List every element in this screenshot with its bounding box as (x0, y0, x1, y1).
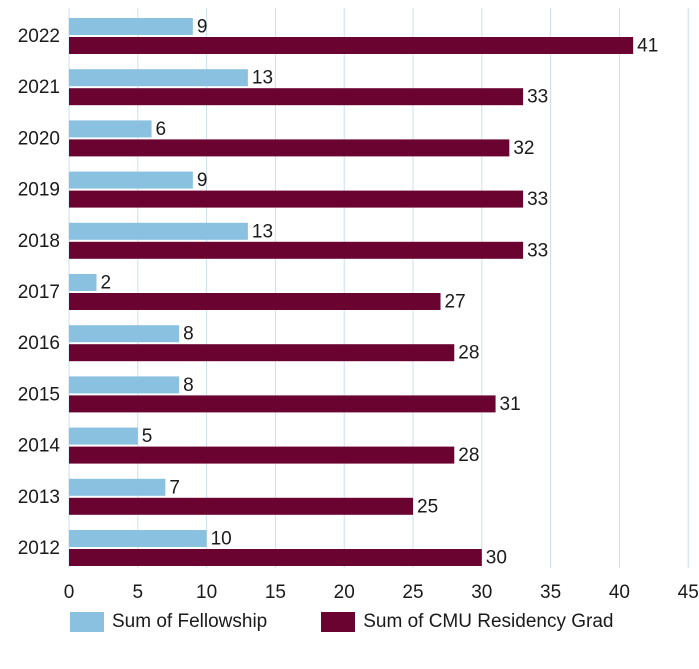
legend-label-cmu-residency-grad: Sum of CMU Residency Grad (363, 611, 614, 632)
x-tick-label: 10 (196, 582, 217, 603)
y-category-label: 2018 (18, 231, 60, 252)
x-tick-label: 20 (334, 582, 355, 603)
data-label: 32 (513, 138, 534, 159)
x-tick-label: 45 (678, 582, 699, 603)
legend: Sum of Fellowship Sum of CMU Residency G… (70, 611, 613, 633)
y-category-label: 2019 (18, 180, 60, 201)
data-label: 28 (458, 445, 479, 466)
bar-cmu-residency-grad-2017 (69, 293, 441, 310)
y-category-label: 2020 (18, 128, 60, 149)
y-category-label: 2017 (18, 282, 60, 303)
bar-fellowship-2019 (69, 171, 193, 189)
legend-swatch-cmu-residency-grad (321, 612, 356, 632)
data-label: 30 (486, 548, 507, 569)
y-category-label: 2013 (18, 487, 60, 508)
x-tick-label: 25 (402, 582, 423, 603)
bar-cmu-residency-grad-2016 (69, 344, 455, 362)
bar-cmu-residency-grad-2015 (69, 395, 496, 413)
data-label: 33 (527, 189, 548, 210)
data-label: 2 (101, 273, 112, 294)
y-category-label: 2012 (18, 538, 60, 559)
bar-fellowship-2012 (69, 530, 207, 547)
bar-fellowship-2021 (69, 69, 248, 87)
x-tick-label: 5 (133, 582, 144, 603)
x-tick-label: 40 (609, 582, 630, 603)
data-label: 7 (169, 477, 180, 498)
bar-layer (69, 18, 634, 566)
x-tick-label: 15 (265, 582, 286, 603)
data-label: 8 (183, 375, 194, 396)
y-category-label: 2022 (18, 26, 60, 47)
data-label: 13 (252, 221, 273, 242)
data-label: 27 (445, 292, 466, 313)
bar-fellowship-2017 (69, 274, 97, 291)
data-label: 10 (211, 529, 232, 550)
x-tick-label: 30 (471, 582, 492, 603)
data-label: 9 (197, 17, 208, 38)
bar-cmu-residency-grad-2013 (69, 497, 413, 515)
bar-cmu-residency-grad-2018 (69, 241, 524, 259)
bar-fellowship-2013 (69, 478, 166, 496)
data-label: 8 (183, 324, 194, 345)
y-category-label: 2014 (18, 436, 61, 457)
bar-fellowship-2018 (69, 222, 248, 240)
data-label: 41 (637, 36, 658, 57)
legend-label-fellowship: Sum of Fellowship (112, 611, 268, 632)
data-label: 5 (142, 426, 153, 447)
x-tick-label: 35 (540, 582, 561, 603)
bar-cmu-residency-grad-2014 (69, 446, 455, 464)
data-label: 33 (527, 87, 548, 108)
bar-fellowship-2015 (69, 376, 180, 394)
data-label: 25 (417, 496, 438, 517)
bar-fellowship-2016 (69, 325, 180, 343)
legend-item-fellowship: Sum of Fellowship (70, 611, 267, 633)
bar-cmu-residency-grad-2020 (69, 139, 510, 157)
legend-item-cmu-residency-grad: Sum of CMU Residency Grad (321, 611, 613, 633)
x-tick-label: 0 (64, 582, 75, 603)
bar-cmu-residency-grad-2021 (69, 88, 524, 106)
legend-swatch-fellowship (70, 612, 104, 632)
bar-fellowship-2014 (69, 427, 138, 445)
bar-cmu-residency-grad-2012 (69, 549, 482, 566)
bar-cmu-residency-grad-2019 (69, 190, 524, 208)
data-label: 13 (252, 68, 273, 89)
bar-cmu-residency-grad-2022 (69, 37, 634, 54)
data-label: 31 (500, 394, 521, 415)
y-category-label: 2015 (18, 384, 60, 405)
data-label: 6 (156, 119, 167, 140)
data-label: 33 (527, 240, 548, 261)
y-category-label: 2021 (18, 77, 60, 98)
data-label: 9 (197, 170, 208, 191)
data-label: 28 (458, 343, 479, 364)
y-category-label: 2016 (18, 333, 60, 354)
bar-fellowship-2020 (69, 120, 152, 138)
bar-fellowship-2022 (69, 18, 193, 35)
